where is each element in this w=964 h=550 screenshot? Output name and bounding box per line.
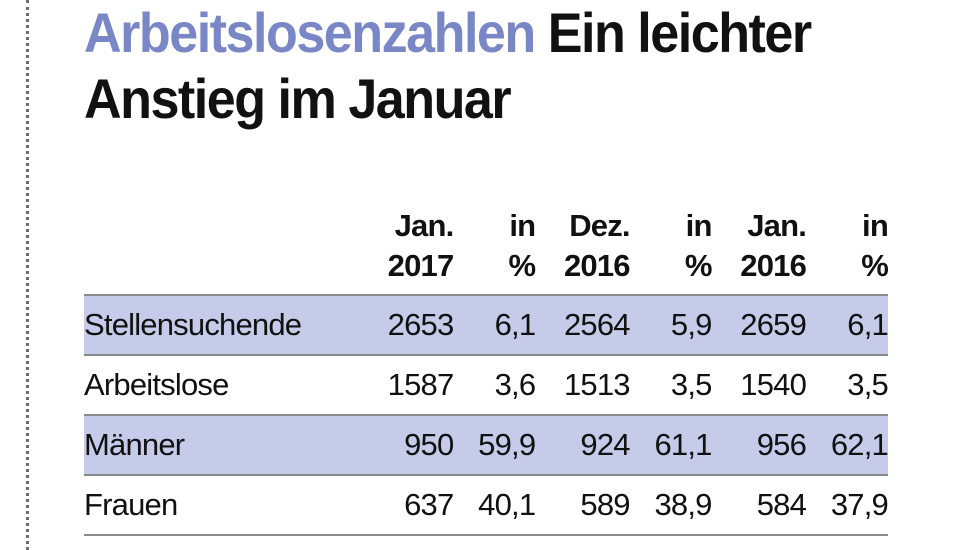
- table-cell: 38,9: [629, 474, 712, 536]
- table-cell: 3,6: [453, 354, 536, 415]
- table-cell: 59,9: [453, 414, 536, 475]
- table-cell: 1587: [358, 354, 454, 415]
- table-cell: 950: [358, 414, 454, 475]
- row-label: Frauen: [84, 474, 359, 536]
- header-jan-2017: Jan. 2017: [387, 208, 455, 283]
- unemployment-table: Jan. 2017 in% Dez. 2016 in% Jan. 2016 in% S…: [84, 206, 889, 536]
- table-cell: 2653: [358, 294, 454, 355]
- table-header-row: Jan. 2017 in% Dez. 2016 in% Jan. 2016 in%: [84, 206, 889, 295]
- header-blank: [84, 206, 359, 295]
- table-cell: 37,9: [806, 474, 889, 536]
- table-cell: 2659: [711, 294, 807, 355]
- table-cell: 956: [711, 414, 807, 475]
- row-label: Stellensuchende: [84, 294, 359, 355]
- row-label: Arbeitslose: [84, 354, 359, 415]
- headline-kicker: Arbeitslosenzahlen: [84, 1, 536, 64]
- table-cell: 1540: [711, 354, 807, 415]
- table-cell: 2564: [535, 294, 631, 355]
- table-cell: 637: [358, 474, 454, 536]
- row-label: Männer: [84, 414, 359, 475]
- table-cell: 3,5: [629, 354, 712, 415]
- header-pct-2: in%: [684, 208, 713, 283]
- headline: Arbeitslosenzahlen Ein leichter Anstieg …: [84, 0, 884, 132]
- table-cell: 61,1: [629, 414, 712, 475]
- table-row: Männer 950 59,9 924 61,1 956 62,1: [84, 414, 889, 475]
- table-cell: 6,1: [806, 294, 889, 355]
- dotted-column-rule: [26, 0, 29, 550]
- header-pct-1: in%: [508, 208, 537, 283]
- table-cell: 589: [535, 474, 631, 536]
- table-row: Stellensuchende 2653 6,1 2564 5,9 2659 6…: [84, 294, 889, 355]
- table-cell: 5,9: [629, 294, 712, 355]
- table-cell: 40,1: [453, 474, 536, 536]
- table-cell: 62,1: [806, 414, 889, 475]
- header-jan-2016: Jan. 2016: [740, 208, 807, 283]
- table-cell: 1513: [535, 354, 631, 415]
- header-pct-3: in%: [861, 208, 889, 283]
- table-cell: 3,5: [806, 354, 889, 415]
- header-dez-2016: Dez. 2016: [563, 208, 631, 283]
- headline-title: Ein leichter Anstieg im Januar: [84, 1, 812, 130]
- table-cell: 584: [711, 474, 807, 536]
- table-cell: 924: [535, 414, 631, 475]
- table-cell: 6,1: [453, 294, 536, 355]
- table-row: Arbeitslose 1587 3,6 1513 3,5 1540 3,5: [84, 354, 889, 415]
- table-row: Frauen 637 40,1 589 38,9 584 37,9: [84, 474, 889, 536]
